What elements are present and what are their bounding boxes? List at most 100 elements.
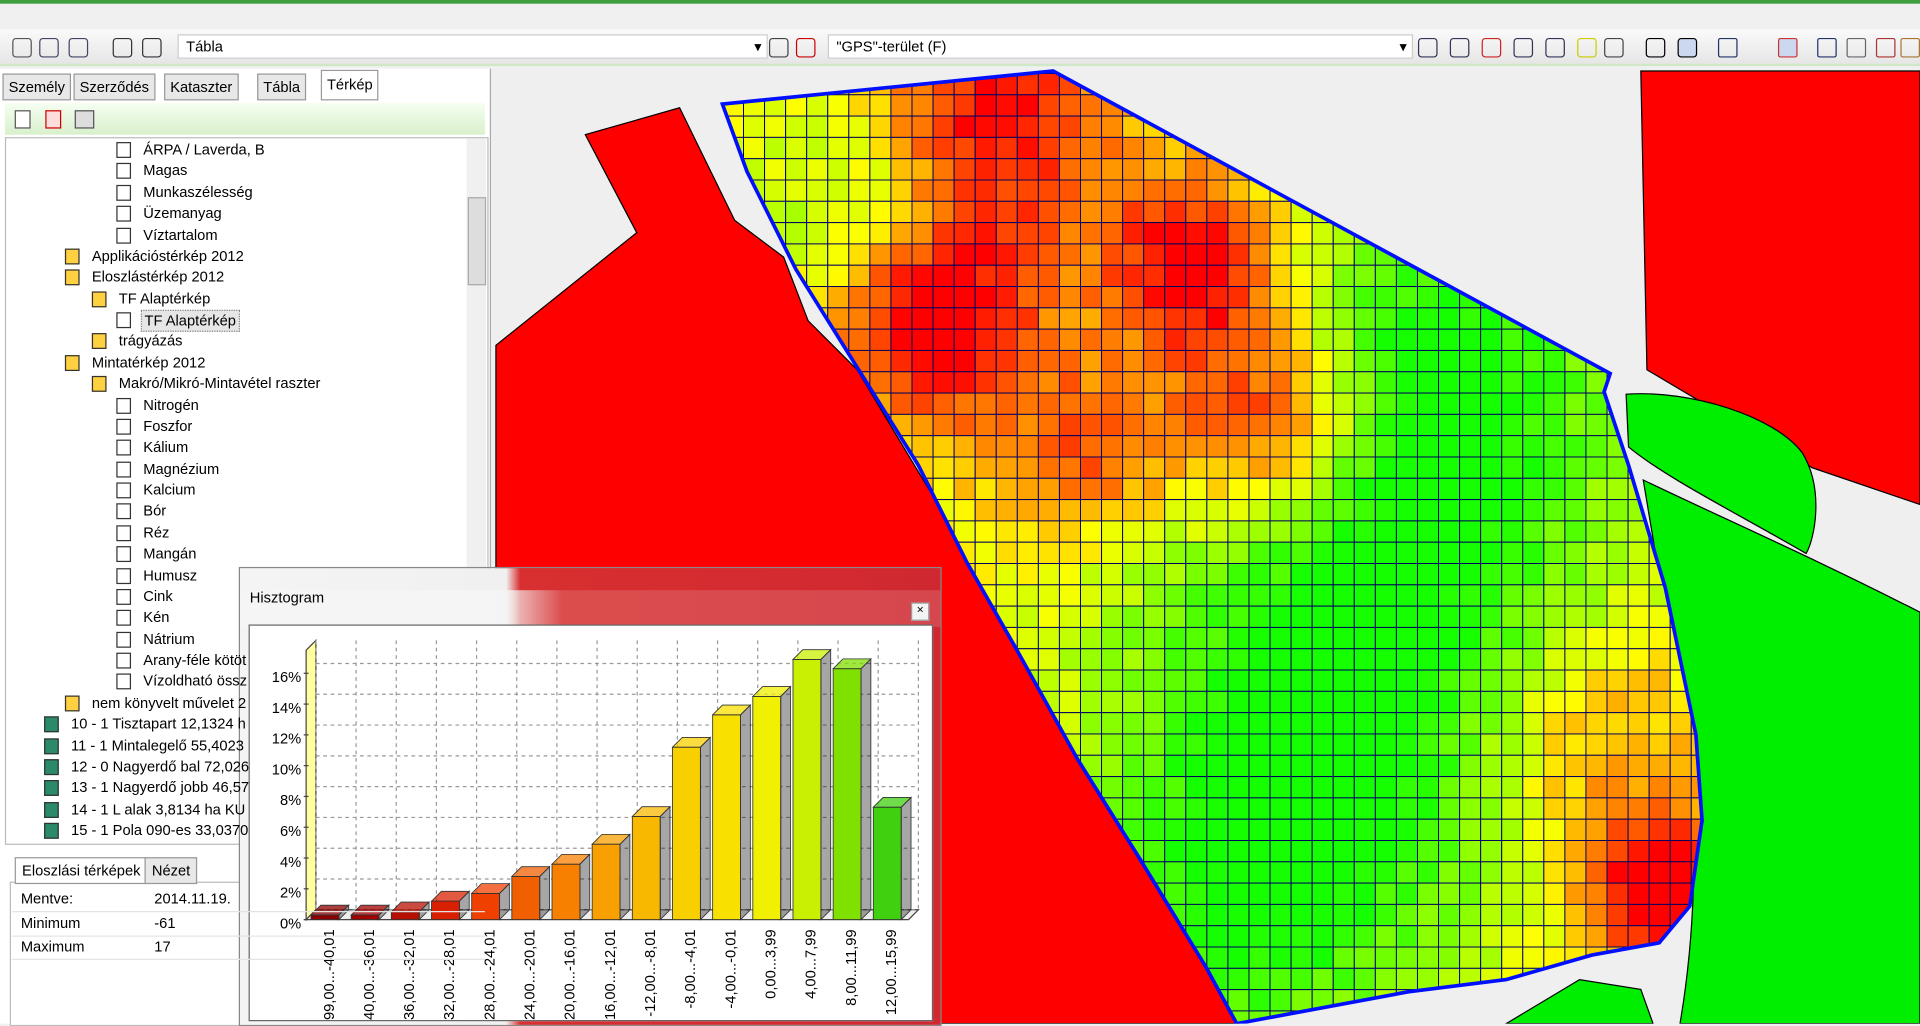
toolbar-icon[interactable] [1875, 37, 1896, 58]
raster-cell [1164, 797, 1187, 820]
tree-item[interactable]: Bór [143, 502, 167, 520]
raster-cell [1669, 861, 1692, 884]
tree-item[interactable]: 15 - 1 Pola 090-es 33,0370 [71, 821, 249, 839]
raster-cell [1164, 435, 1187, 458]
tree-item[interactable]: 10 - 1 Tisztapart 12,1324 h [71, 715, 246, 733]
toolbar-icon[interactable] [1604, 37, 1624, 58]
tree-item[interactable]: trágyázás [118, 332, 183, 350]
toolbar-icon[interactable] [1677, 37, 1698, 58]
raster-cell [1037, 286, 1060, 309]
toolbar-icon[interactable] [1645, 37, 1666, 58]
tree-item[interactable]: Kén [143, 608, 170, 627]
raster-cell [1669, 733, 1692, 756]
raster-cell [1227, 328, 1250, 351]
tab[interactable]: Szerződés [73, 73, 156, 101]
toolbar-icon[interactable] [795, 37, 816, 58]
tree-item[interactable]: 12 - 0 Nagyerdő bal 72,026 [71, 757, 250, 775]
tree-item[interactable]: 14 - 1 L alak 3,8134 ha KU [71, 800, 246, 818]
raster-cell [1459, 456, 1482, 479]
raster-cell [1480, 648, 1503, 671]
tree-item[interactable]: nem könyvelt művelet 2 [91, 693, 247, 712]
bottom-tab[interactable]: Eloszlási térképek [14, 857, 148, 885]
toolbar-icon[interactable] [1513, 37, 1534, 58]
toolbar-icon[interactable] [142, 37, 162, 58]
tree-item[interactable]: Munkaszélesség [143, 183, 253, 201]
tree-item[interactable]: 13 - 1 Nagyerdő jobb 46,57 [71, 779, 250, 797]
toolbar-icon[interactable] [1900, 37, 1920, 58]
bar [350, 904, 390, 921]
tree-item[interactable]: ÁRPA / Laverda, B [143, 140, 265, 158]
raster-cell [1185, 605, 1208, 628]
toolbar-icon[interactable] [1577, 37, 1597, 58]
toolbar-icon[interactable] [1777, 37, 1798, 58]
tab[interactable]: Tábla [257, 73, 307, 101]
toolbar-icon[interactable] [1817, 37, 1837, 58]
raster-cell [1480, 818, 1503, 841]
raster-cell [1395, 733, 1418, 756]
raster-cell [1374, 541, 1397, 565]
raster-cell [1480, 712, 1503, 735]
raster-cell [1522, 520, 1545, 543]
raster-cell [1080, 328, 1103, 351]
toolbar-icon[interactable] [1417, 37, 1438, 58]
toolbar-icon[interactable] [1449, 37, 1470, 58]
tree-item[interactable]: Foszfor [143, 417, 193, 435]
tree-item[interactable]: Magnézium [143, 459, 220, 478]
tree-item[interactable]: Réz [143, 523, 170, 541]
raster-cell [1016, 541, 1039, 565]
raster-cell [1206, 861, 1229, 884]
print-icon[interactable] [74, 110, 95, 129]
new-icon[interactable] [14, 110, 31, 129]
toolbar-icon[interactable] [1717, 37, 1738, 58]
raster-cell [953, 349, 976, 373]
tree-item[interactable]: Kalcium [143, 481, 196, 499]
raster-cell [1122, 392, 1145, 415]
raster-cell [1016, 371, 1039, 394]
tree-item[interactable]: Makró/Mikró-Mintavétel raszter [118, 374, 321, 392]
bottom-tab[interactable]: Nézet [144, 857, 198, 885]
toolbar-icon[interactable] [12, 37, 32, 58]
toolbar-icon[interactable] [1545, 37, 1565, 58]
layer-select[interactable]: "GPS"-terület (F) ▾ [827, 34, 1414, 59]
tree-item[interactable]: Eloszlástérkép 2012 [91, 268, 225, 286]
tree-item[interactable]: Mangán [143, 545, 197, 563]
raster-cell [1564, 605, 1587, 628]
tree-item[interactable]: Nátrium [143, 630, 195, 648]
raster-cell [1164, 626, 1187, 650]
raster-cell [1627, 541, 1650, 565]
tab[interactable]: Személy [2, 73, 72, 101]
toolbar-icon[interactable] [1846, 37, 1867, 58]
tree-item[interactable]: Vízoldható össz [143, 672, 248, 690]
table-select[interactable]: Tábla ▾ [177, 34, 768, 59]
tree-item[interactable]: TF Alaptérkép [118, 289, 211, 307]
tree-item[interactable]: Applikációstérkép 2012 [91, 247, 244, 265]
raster-cell [932, 264, 955, 288]
raster-cell [1311, 626, 1334, 650]
toolbar-icon[interactable] [39, 37, 59, 58]
raster-cell [911, 392, 934, 415]
tree-item[interactable]: Nitrogén [143, 396, 199, 414]
delete-icon[interactable] [45, 110, 62, 129]
bar [470, 882, 511, 921]
tree-item[interactable]: Humusz [143, 566, 198, 584]
toolbar-icon[interactable] [68, 37, 89, 58]
tree-item[interactable]: Mintatérkép 2012 [91, 353, 206, 371]
raster-cell [1585, 413, 1608, 437]
tree-item[interactable]: Üzemanyag [143, 204, 222, 222]
tree-item[interactable]: Cink [143, 587, 173, 605]
toolbar-icon[interactable] [1481, 37, 1502, 58]
tree-item[interactable]: TF Alaptérkép [140, 309, 240, 332]
close-button[interactable]: × [911, 602, 930, 621]
toolbar-icon[interactable] [768, 37, 789, 58]
raster-cell [1058, 690, 1081, 714]
tree-item[interactable]: Víztartalom [143, 225, 218, 244]
tab[interactable]: Térkép [320, 69, 379, 101]
tree-item[interactable]: Arany-féle kötöt [143, 651, 247, 669]
toolbar-icon[interactable] [112, 37, 133, 58]
raster-cell [1416, 435, 1440, 458]
tree-item[interactable]: Magas [143, 162, 188, 180]
tree-item[interactable]: 11 - 1 Mintalegelő 55,4023 [71, 736, 244, 754]
tree-item[interactable]: Kálium [143, 438, 189, 456]
tab[interactable]: Kataszter [164, 73, 239, 101]
raster-cell [1143, 605, 1166, 628]
